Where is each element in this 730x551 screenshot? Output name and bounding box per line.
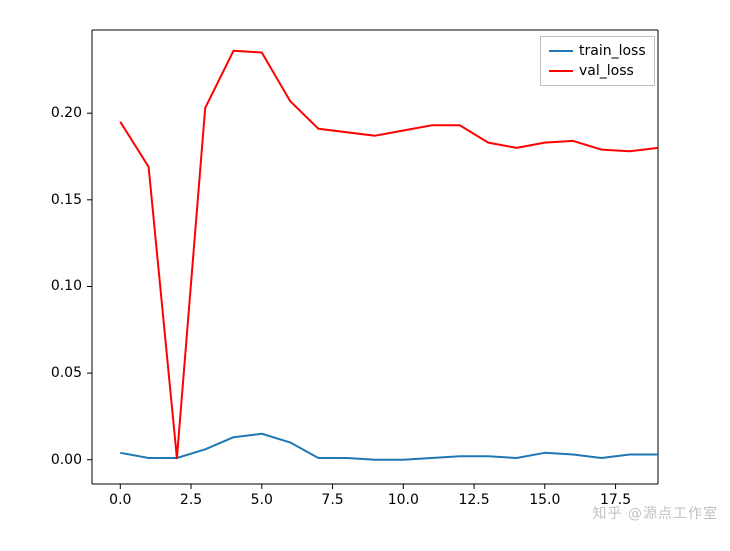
legend-swatch-train-loss — [549, 50, 573, 52]
x-tick-label: 7.5 — [321, 492, 343, 508]
x-tick-label: 15.0 — [529, 492, 560, 508]
legend-label-train-loss: train_loss — [579, 43, 646, 59]
y-tick-label: 0.20 — [51, 105, 82, 121]
series-line-train_loss — [120, 434, 658, 460]
x-tick-label: 0.0 — [109, 492, 131, 508]
x-tick-label: 5.0 — [251, 492, 273, 508]
y-tick-label: 0.05 — [51, 365, 82, 381]
x-tick-label: 2.5 — [180, 492, 202, 508]
legend-swatch-val-loss — [549, 70, 573, 72]
series-line-val_loss — [120, 51, 658, 458]
loss-chart: train_loss val_loss 0.0 2.5 5.0 7.5 10.0 12.5… — [0, 0, 730, 547]
legend: train_loss val_loss — [540, 36, 655, 86]
x-tick-label: 17.5 — [600, 492, 631, 508]
x-tick-label: 10.0 — [388, 492, 419, 508]
y-tick-label: 0.10 — [51, 278, 82, 294]
x-tick-label: 12.5 — [458, 492, 489, 508]
y-tick-label: 0.15 — [51, 192, 82, 208]
legend-row-val-loss: val_loss — [549, 61, 646, 81]
y-tick-label: 0.00 — [51, 452, 82, 468]
legend-row-train-loss: train_loss — [549, 41, 646, 61]
legend-label-val-loss: val_loss — [579, 63, 634, 79]
